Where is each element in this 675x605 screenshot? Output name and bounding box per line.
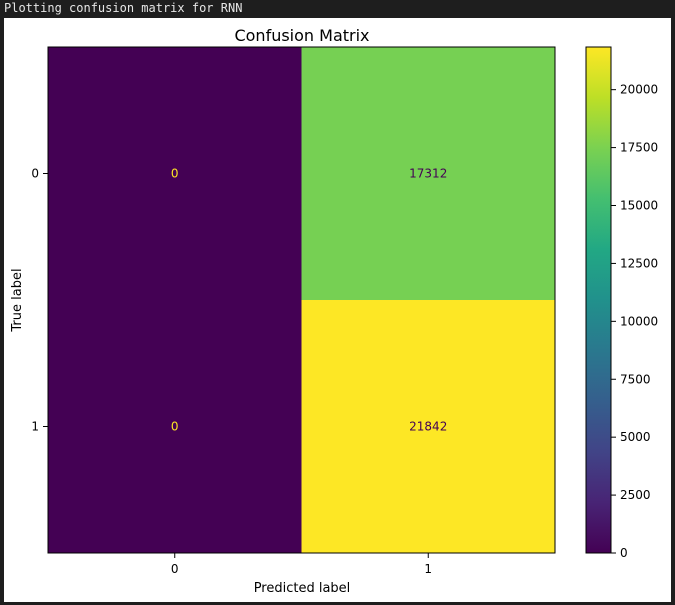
chart-title: Confusion Matrix <box>234 26 369 45</box>
colorbar-tick-label: 10000 <box>620 314 658 328</box>
x-tick-label: 1 <box>424 562 432 576</box>
console-output-text: Plotting confusion matrix for RNN <box>4 1 243 15</box>
cell-value-label: 21842 <box>409 420 447 434</box>
colorbar-tick-label: 15000 <box>620 199 658 213</box>
y-axis-label: True label <box>10 268 25 332</box>
colorbar <box>585 46 612 554</box>
heatmap-cell-0-0 <box>48 47 302 300</box>
cell-value-label: 0 <box>171 167 179 181</box>
heatmap-cell-labels: 0 17312 0 21842 <box>171 167 447 434</box>
colorbar-tick-label: 20000 <box>620 83 658 97</box>
colorbar-tick-label: 0 <box>620 546 628 560</box>
y-axis-ticks: 01 <box>31 167 48 434</box>
y-tick-label: 0 <box>31 167 39 181</box>
colorbar-tick-label: 5000 <box>620 430 651 444</box>
plot-frame <box>47 46 556 554</box>
cell-value-label: 17312 <box>409 167 447 181</box>
y-tick-label: 1 <box>31 420 39 434</box>
heatmap-cells <box>48 47 555 553</box>
colorbar-tick-label: 17500 <box>620 141 658 155</box>
heatmap-cell-0-1 <box>301 47 555 300</box>
heatmap-cell-1-0 <box>48 300 302 553</box>
x-tick-label: 0 <box>171 562 179 576</box>
cell-value-label: 0 <box>171 420 179 434</box>
heatmap-cell-1-1 <box>301 300 555 553</box>
x-axis-label: Predicted label <box>254 581 351 596</box>
colorbar-ticks: 0 2500 5000 7500 10000 12500 15000 17500 20000 <box>611 83 658 560</box>
colorbar-tick-label: 12500 <box>620 256 658 270</box>
colorbar-tick-label: 7500 <box>620 372 651 386</box>
colorbar-tick-label: 2500 <box>620 488 651 502</box>
